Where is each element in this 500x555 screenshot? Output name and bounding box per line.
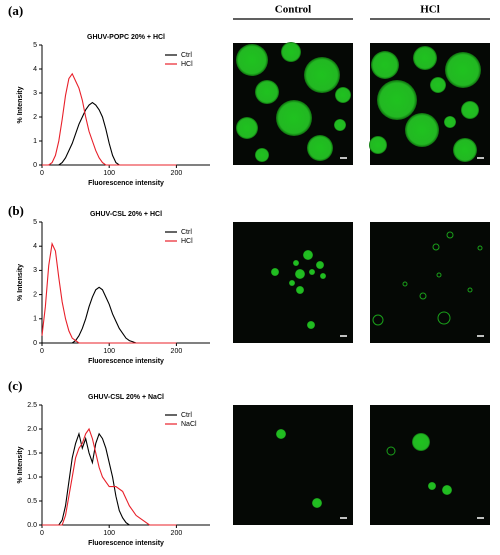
y-tick-label: 3	[33, 90, 37, 97]
y-axis-label: % Intensity	[17, 264, 24, 301]
micrograph	[370, 405, 490, 525]
chart-title: GHUV-CSL 20% + NaCl	[88, 394, 164, 401]
chart-title: GHUV-POPC 20% + HCl	[87, 34, 165, 41]
column-header: HCl	[420, 4, 440, 16]
y-tick-label: 5	[33, 42, 37, 49]
legend-label: HCl	[181, 61, 193, 68]
x-tick-label: 0	[40, 348, 44, 355]
legend-label: NaCl	[181, 421, 197, 428]
micrograph	[233, 222, 353, 343]
data-line	[42, 72, 177, 166]
x-tick-label: 200	[171, 530, 183, 537]
x-tick-label: 100	[103, 530, 115, 537]
x-axis-label: Fluorescence intensity	[88, 180, 164, 187]
data-line	[41, 241, 177, 344]
y-tick-label: 2	[33, 291, 37, 298]
y-tick-label: 4	[33, 66, 37, 73]
data-line	[42, 431, 177, 526]
micrograph	[370, 222, 490, 343]
micrograph	[369, 43, 490, 165]
data-line	[42, 101, 177, 166]
legend-label: HCl	[181, 238, 193, 245]
y-tick-label: 1.5	[27, 450, 37, 457]
micrograph	[233, 42, 353, 165]
x-axis-label: Fluorescence intensity	[88, 540, 164, 547]
x-tick-label: 0	[40, 170, 44, 177]
data-line	[42, 286, 177, 344]
y-tick-label: 0	[33, 340, 37, 347]
x-tick-label: 200	[171, 348, 183, 355]
chart-title: GHUV-CSL 20% + HCl	[90, 211, 162, 218]
data-line	[42, 427, 177, 526]
y-tick-label: 3	[33, 267, 37, 274]
legend-label: Ctrl	[181, 229, 192, 236]
y-tick-label: 0	[33, 162, 37, 169]
y-tick-label: 0.0	[27, 522, 37, 529]
y-tick-label: 2.5	[27, 402, 37, 409]
column-header: Control	[275, 4, 311, 16]
y-axis-label: % Intensity	[17, 446, 24, 483]
y-axis-label: % Intensity	[17, 86, 24, 123]
x-axis-label: Fluorescence intensity	[88, 358, 164, 365]
y-tick-label: 2	[33, 114, 37, 121]
x-tick-label: 100	[103, 348, 115, 355]
panel-label: (b)	[8, 203, 24, 218]
y-tick-label: 1	[33, 138, 37, 145]
y-tick-label: 5	[33, 219, 37, 226]
panel-label: (a)	[8, 3, 23, 18]
legend-label: Ctrl	[181, 52, 192, 59]
y-tick-label: 2.0	[27, 426, 37, 433]
y-tick-label: 1	[33, 316, 37, 323]
micrograph	[233, 405, 353, 525]
x-tick-label: 100	[103, 170, 115, 177]
panel-label: (c)	[8, 378, 22, 393]
y-tick-label: 4	[33, 243, 37, 250]
legend-label: Ctrl	[181, 412, 192, 419]
x-tick-label: 200	[171, 170, 183, 177]
y-tick-label: 0.5	[27, 498, 37, 505]
x-tick-label: 0	[40, 530, 44, 537]
y-tick-label: 1.0	[27, 474, 37, 481]
